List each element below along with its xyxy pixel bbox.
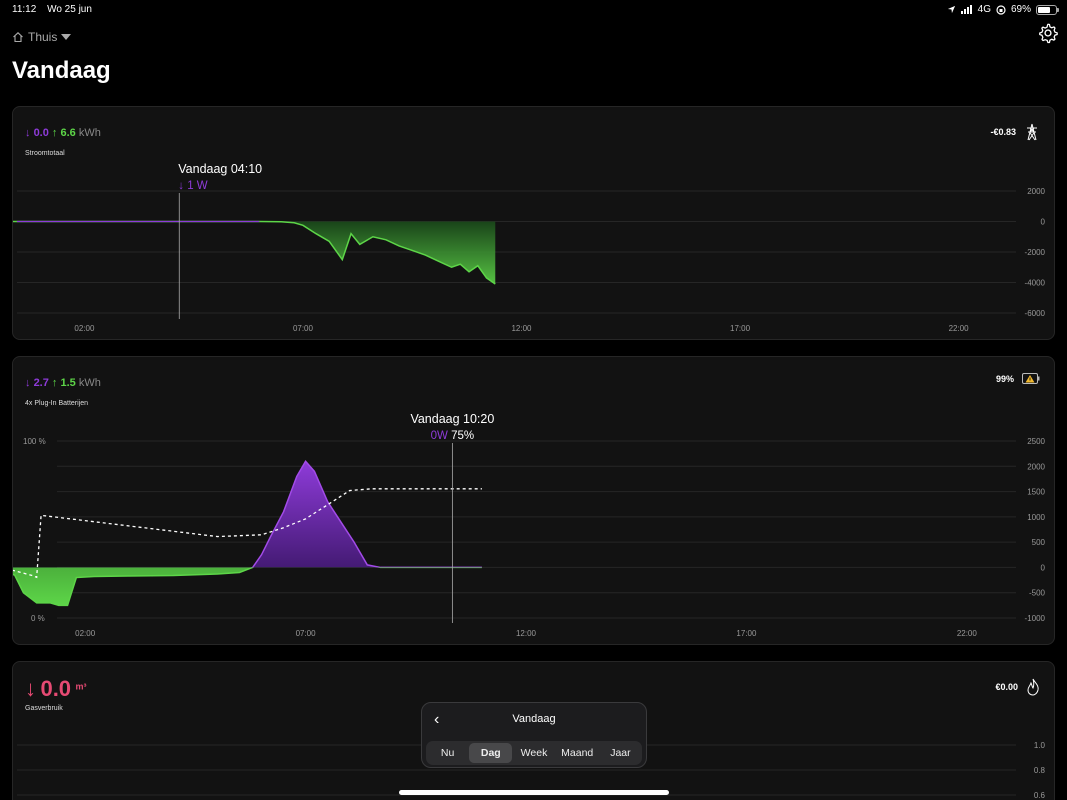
battery-tooltip-values: 0W 75% — [431, 430, 474, 442]
location-icon — [947, 5, 955, 14]
battery-y-tick: -500 — [1029, 589, 1046, 598]
soc-tick-max: 100 % — [23, 437, 46, 446]
power-tooltip-value: ↓ 1 W — [178, 180, 208, 192]
battery-summary: ↓ 2.7 ↑ 1.5 kWh — [25, 377, 101, 389]
lock-rotation-icon — [996, 4, 1006, 15]
power-x-tick: 22:00 — [949, 324, 970, 333]
battery-y-tick: -1000 — [1025, 614, 1046, 623]
battery-percent: 69% — [1010, 4, 1031, 15]
period-option-jaar[interactable]: Jaar — [610, 747, 631, 759]
battery-card[interactable]: ↓ 2.7 ↑ 1.5 kWh 4x Plug-In Batterijen 99… — [12, 356, 1055, 645]
discharge-arrow-icon: ↑ — [51, 377, 58, 389]
power-import-value: 0.0 — [33, 127, 49, 139]
battery-charge-line — [250, 459, 482, 568]
battery-subtitle: 4x Plug-In Batterijen — [25, 400, 89, 407]
power-y-tick: 2000 — [1027, 187, 1045, 196]
gas-y-tick: 1.0 — [1034, 741, 1046, 750]
period-selector[interactable]: ‹ Vandaag Nu Dag Week Maand Jaar — [421, 702, 647, 768]
power-x-tick: 12:00 — [511, 324, 532, 333]
power-export-value: 6.6 — [60, 127, 76, 139]
power-pylon-icon — [1027, 123, 1037, 141]
power-chart[interactable]: 2000 0 -2000 -4000 -6000 02:00 07:00 12:00 17:00… — [13, 107, 1055, 340]
power-tooltip-title: Vandaag 04:10 — [178, 162, 262, 176]
battery-warning-icon — [1022, 373, 1040, 384]
battery-tooltip-soc: 75% — [451, 430, 474, 442]
page-title: Vandaag — [12, 57, 111, 84]
export-arrow-icon: ↑ — [51, 127, 58, 139]
battery-y-tick: 1500 — [1027, 488, 1045, 497]
caret-down-icon — [61, 34, 72, 40]
battery-tooltip-title: Vandaag 10:20 — [410, 412, 494, 426]
gear-icon[interactable] — [1037, 22, 1059, 44]
power-x-tick: 07:00 — [293, 324, 314, 333]
power-x-tick: 02:00 — [74, 324, 95, 333]
power-subtitle: Stroomtotaal — [25, 150, 65, 157]
period-segmented-control[interactable]: Nu Dag Week Maand Jaar — [426, 741, 642, 765]
power-y-tick: -2000 — [1025, 248, 1046, 257]
power-y-tick: -6000 — [1025, 309, 1046, 318]
battery-x-tick: 07:00 — [296, 629, 317, 638]
gas-summary: ↓ 0.0 m³ — [25, 676, 87, 702]
battery-y-tick: 2000 — [1027, 462, 1045, 471]
power-x-tick: 17:00 — [730, 324, 751, 333]
battery-unit: kWh — [78, 377, 101, 389]
power-y-tick: -4000 — [1025, 279, 1046, 288]
period-option-dag[interactable]: Dag — [469, 743, 513, 763]
battery-y-tick: 0 — [1041, 563, 1046, 572]
power-unit: kWh — [78, 127, 101, 139]
gas-arrow-icon: ↓ — [25, 676, 36, 701]
battery-charge-value: 2.7 — [33, 377, 49, 389]
battery-x-tick: 12:00 — [516, 629, 537, 638]
home-indicator — [399, 790, 669, 795]
signal-icon — [960, 5, 972, 14]
gas-value: 0.0 — [40, 676, 72, 701]
battery-y-tick: 2500 — [1027, 437, 1045, 446]
power-area — [13, 221, 496, 285]
battery-discharge-area — [13, 567, 482, 606]
battery-tooltip-power: 0W — [431, 430, 451, 442]
power-summary: ↓ 0.0 ↑ 6.6 kWh — [25, 127, 101, 139]
power-y-tick: 0 — [1041, 218, 1046, 227]
gas-y-tick: 0.8 — [1034, 766, 1046, 775]
chevron-left-icon[interactable]: ‹ — [434, 711, 440, 728]
period-option-nu[interactable]: Nu — [440, 747, 455, 759]
battery-percent-value: 99% — [995, 373, 1014, 384]
home-name: Thuis — [28, 30, 58, 44]
import-arrow-icon: ↓ — [25, 127, 31, 139]
network-type: 4G — [977, 4, 991, 15]
gas-unit: m³ — [75, 681, 87, 692]
gas-subtitle: Gasverbruik — [25, 705, 63, 712]
battery-icon — [1036, 5, 1059, 15]
battery-discharge-value: 1.5 — [60, 377, 76, 389]
power-cost: -€0.83 — [990, 127, 1016, 137]
house-icon — [13, 32, 23, 43]
battery-x-tick: 17:00 — [736, 629, 757, 638]
power-card[interactable]: ↓ 0.0 ↑ 6.6 kWh Stroomtotaal -€0.83 2000… — [12, 106, 1055, 340]
battery-x-tick: 22:00 — [957, 629, 978, 638]
soc-line — [13, 488, 482, 579]
battery-y-tick: 500 — [1032, 538, 1046, 547]
period-option-maand[interactable]: Maand — [561, 747, 594, 759]
battery-chart[interactable]: 2500 2000 1500 1000 500 0 -500 -1000 100 % 0 % 02:… — [13, 357, 1055, 645]
soc-tick-min: 0 % — [31, 614, 45, 623]
gas-cost: €0.00 — [995, 682, 1018, 692]
status-date: Wo 25 jun — [47, 4, 92, 15]
battery-charge-area — [252, 461, 381, 568]
period-option-week[interactable]: Week — [520, 747, 548, 759]
charge-arrow-icon: ↓ — [25, 377, 31, 389]
battery-discharge-line — [13, 567, 482, 607]
status-bar: 11:12 Wo 25 jun 4G 69% — [0, 0, 1067, 20]
gas-flame-icon — [1027, 678, 1039, 696]
gas-y-tick: 0.6 — [1034, 791, 1046, 800]
battery-x-tick: 02:00 — [75, 629, 96, 638]
home-selector[interactable]: Thuis — [12, 30, 72, 44]
status-time: 11:12 — [12, 4, 37, 15]
battery-y-tick: 1000 — [1027, 513, 1045, 522]
period-label: Vandaag — [512, 713, 556, 725]
